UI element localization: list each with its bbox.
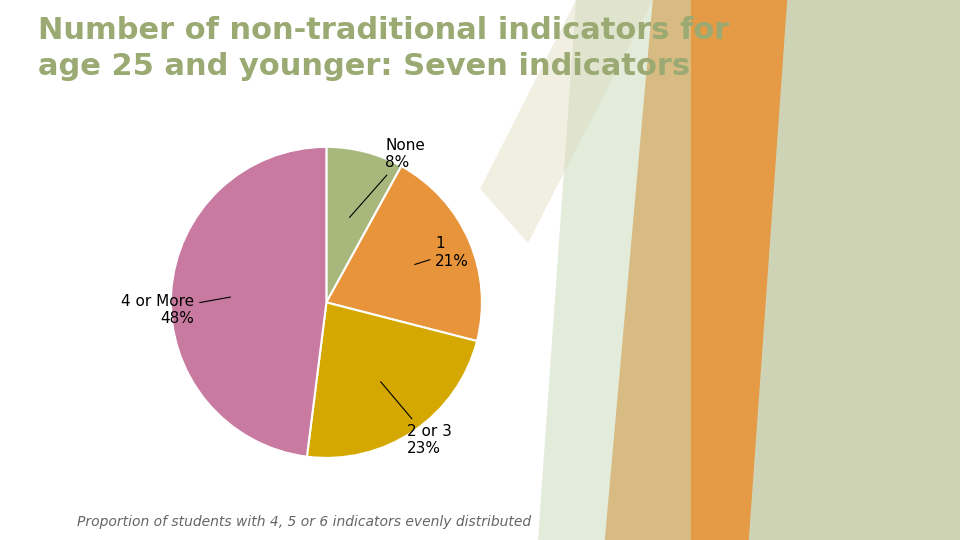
Wedge shape xyxy=(326,147,401,302)
Wedge shape xyxy=(307,302,477,458)
Text: 2 or 3
23%: 2 or 3 23% xyxy=(380,382,452,456)
Text: 4 or More
48%: 4 or More 48% xyxy=(121,294,230,326)
Text: Proportion of students with 4, 5 or 6 indicators evenly distributed: Proportion of students with 4, 5 or 6 in… xyxy=(77,515,531,529)
Text: 1
21%: 1 21% xyxy=(415,237,469,269)
Text: None
8%: None 8% xyxy=(349,138,425,218)
Wedge shape xyxy=(326,166,482,341)
Wedge shape xyxy=(171,147,326,457)
Text: Number of non-traditional indicators for
age 25 and younger: Seven indicators: Number of non-traditional indicators for… xyxy=(38,16,730,81)
